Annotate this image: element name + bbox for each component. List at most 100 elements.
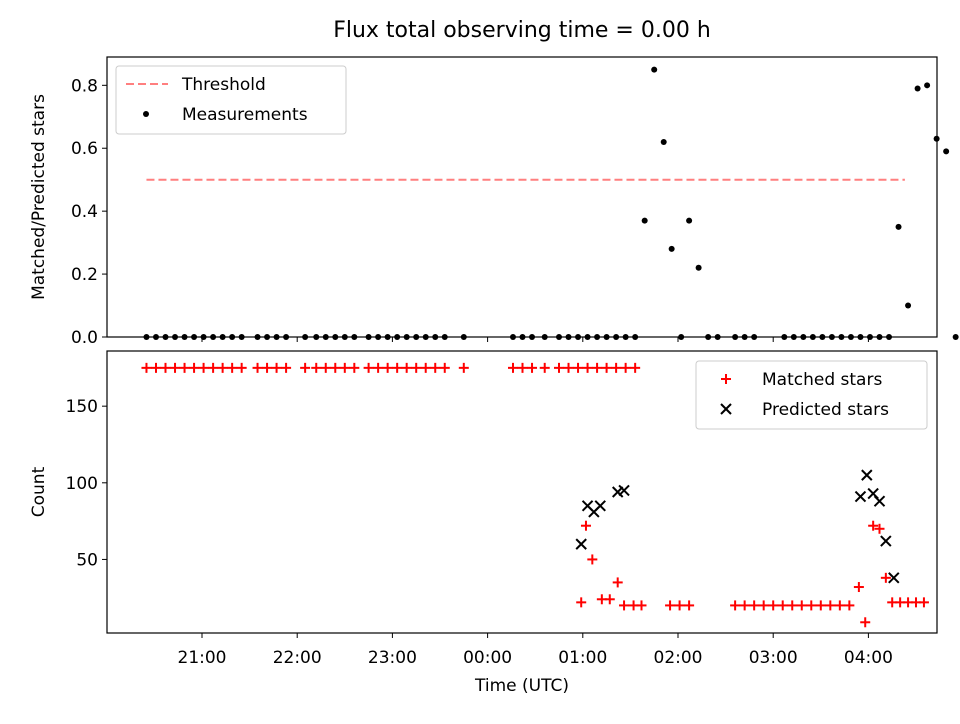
data-point	[641, 217, 648, 224]
data-point	[143, 334, 150, 340]
data-point	[868, 520, 879, 531]
data-point	[751, 334, 758, 340]
legend-label: Measurements	[182, 105, 308, 125]
data-point	[695, 264, 702, 271]
data-point	[384, 334, 391, 340]
data-point	[619, 600, 630, 611]
data-point-b	[581, 500, 594, 512]
data-point	[208, 362, 219, 373]
data-point	[603, 334, 610, 340]
legend-swatch-b	[720, 403, 732, 415]
data-point	[160, 362, 171, 373]
xtick-label: 21:00	[178, 648, 227, 668]
data-point	[375, 334, 382, 340]
data-point	[854, 490, 867, 503]
data-point	[880, 535, 892, 547]
data-point	[861, 469, 873, 481]
xtick-label: 03:00	[749, 648, 798, 668]
data-point	[382, 362, 393, 373]
data-point	[365, 334, 372, 340]
panel2-ylabel: Count	[29, 466, 49, 517]
data-point	[853, 582, 864, 593]
data-point-b	[854, 490, 867, 503]
data-point	[730, 600, 741, 611]
data-point	[401, 362, 412, 373]
data-point	[302, 334, 309, 340]
legend-swatch	[721, 374, 731, 384]
data-point	[262, 362, 273, 373]
data-point-b	[888, 572, 900, 584]
data-point	[781, 334, 788, 340]
data-point	[339, 362, 350, 373]
data-point	[686, 217, 693, 224]
data-point	[952, 334, 959, 340]
data-point	[313, 334, 320, 340]
data-point	[458, 362, 469, 373]
data-point	[834, 600, 845, 611]
page-title: Flux total observing time = 0.00 h	[333, 18, 711, 43]
data-point	[601, 362, 612, 373]
data-point	[660, 138, 667, 145]
data-point	[519, 334, 526, 340]
data-point	[150, 362, 161, 373]
data-point	[630, 362, 641, 373]
data-point	[705, 334, 712, 340]
data-point	[517, 362, 528, 373]
data-point	[880, 572, 891, 583]
data-point	[592, 362, 603, 373]
xtick-label: 00:00	[463, 648, 512, 668]
data-point-b	[867, 487, 879, 500]
data-point	[613, 334, 620, 340]
data-point	[847, 334, 854, 340]
data-point	[320, 362, 331, 373]
data-point	[819, 334, 826, 340]
data-point	[612, 577, 623, 588]
data-point	[394, 334, 401, 340]
data-point	[236, 362, 247, 373]
data-point	[152, 334, 159, 340]
data-point	[873, 495, 886, 507]
legend-swatch	[720, 403, 732, 415]
data-point-b	[873, 495, 886, 507]
xtick-label: 01:00	[558, 648, 607, 668]
data-point	[844, 600, 855, 611]
data-point	[271, 362, 282, 373]
data-point	[611, 362, 622, 373]
data-point	[876, 334, 883, 340]
data-point	[172, 334, 179, 340]
xtick-label: 02:00	[654, 648, 703, 668]
data-point	[796, 600, 807, 611]
data-point	[170, 362, 181, 373]
data-point	[420, 362, 431, 373]
data-point	[914, 85, 921, 92]
data-point	[227, 362, 238, 373]
data-point	[636, 600, 647, 611]
data-point	[283, 334, 290, 340]
data-point	[330, 362, 341, 373]
data-point	[895, 223, 902, 230]
data-point	[594, 334, 601, 340]
data-point	[565, 334, 572, 340]
data-point	[815, 600, 826, 611]
data-point	[189, 362, 200, 373]
data-point	[741, 334, 748, 340]
data-point	[363, 362, 374, 373]
panel1-series-0	[143, 66, 959, 340]
data-point	[311, 362, 322, 373]
data-point	[507, 362, 518, 373]
data-point	[620, 362, 631, 373]
legend-label: Matched stars	[762, 370, 882, 390]
data-point	[219, 334, 226, 340]
data-point	[632, 334, 639, 340]
data-point	[349, 362, 360, 373]
data-point	[777, 600, 788, 611]
data-point	[594, 500, 606, 512]
data-point	[580, 520, 591, 531]
data-point	[874, 523, 885, 534]
data-point	[886, 334, 893, 340]
data-point	[403, 334, 410, 340]
data-point	[575, 334, 582, 340]
data-point	[341, 334, 348, 340]
data-point	[460, 334, 467, 340]
